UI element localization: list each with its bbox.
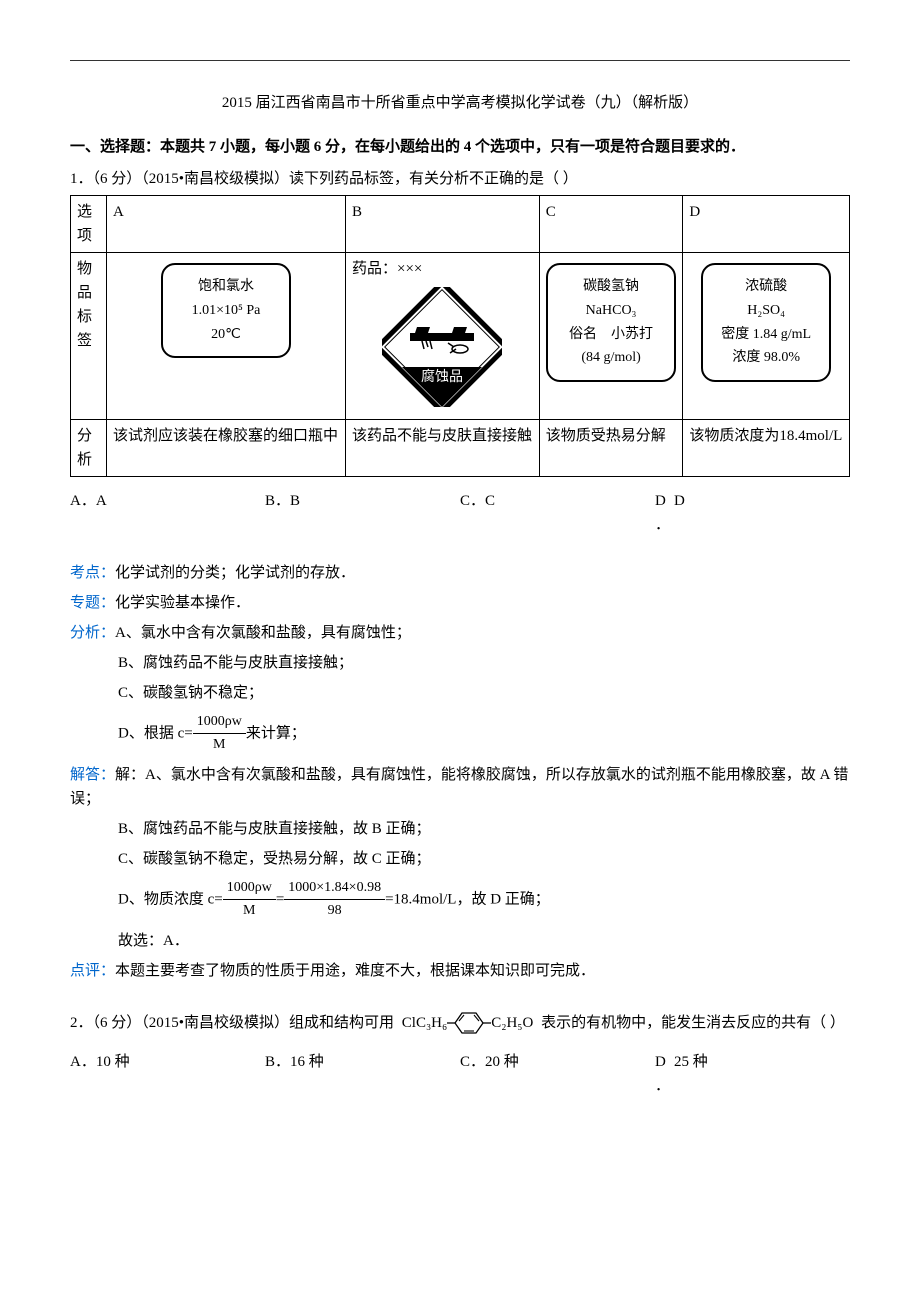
option-b: B．B	[265, 489, 460, 537]
option-a: A．10 种	[70, 1050, 265, 1098]
jieda-label: 解答：	[70, 767, 115, 783]
cell-label-c: 碳酸氢钠 NaHCO₃ 俗名 小苏打 (84 g/mol)	[539, 253, 683, 420]
option-d: D． D	[655, 489, 850, 537]
q2-stem: 2．（6 分）（2015•南昌校级模拟）组成和结构可用 ClC₃H₆C₂H₅O …	[70, 1007, 850, 1040]
cell-label-b: 药品：××× 腐蚀品	[345, 253, 539, 420]
cell-analysis: 该物质浓度为18.4mol/L	[683, 420, 850, 477]
option-d: D ． 25 种	[655, 1050, 850, 1098]
option-c: C．C	[460, 489, 655, 537]
option-c: C．20 种	[460, 1050, 655, 1098]
label-line: 20℃	[171, 323, 281, 347]
fenxi-d: D、根据 c=1000ρwM来计算；	[118, 711, 850, 757]
opt-d-letter: D	[655, 1054, 666, 1070]
frac-den: 98	[284, 900, 385, 922]
label-line: 俗名 小苏打	[556, 323, 666, 347]
dianping-label: 点评：	[70, 963, 115, 979]
q2-options: A．10 种 B．16 种 C．20 种 D ． 25 种	[70, 1050, 850, 1098]
frac-den: M	[193, 734, 246, 756]
dianping-row: 点评：本题主要考查了物质的性质于用途，难度不大，根据课本知识即可完成．	[70, 959, 850, 983]
label-line: 碳酸氢钠	[556, 275, 666, 299]
q1-stem: 1．（6 分）（2015•南昌校级模拟）读下列药品标签，有关分析不正确的是（ ）	[70, 167, 850, 191]
label-line: 1.01×10⁵ Pa	[171, 299, 281, 323]
label-b-top: 药品：×××	[352, 257, 533, 281]
fenxi-a: A、氯水中含有次氯酸和盐酸，具有腐蚀性；	[115, 625, 411, 641]
cell-rowhead: 分析	[71, 420, 107, 477]
opt-d-text: D	[674, 489, 685, 537]
structure-formula: ClC₃H₆ C₂H₅O	[402, 1007, 534, 1040]
kaodian-row: 考点：化学试剂的分类；化学试剂的存放．	[70, 561, 850, 585]
frac-den: M	[223, 900, 276, 922]
cell-analysis: 该试剂应该装在橡胶塞的细口瓶中	[107, 420, 346, 477]
cell-header: C	[539, 196, 683, 253]
cell-analysis: 该物质受热易分解	[539, 420, 683, 477]
jieda-d-pre: D、物质浓度 c=	[118, 891, 223, 907]
table-row: 分析 该试剂应该装在橡胶塞的细口瓶中 该药品不能与皮肤直接接触 该物质受热易分解…	[71, 420, 850, 477]
cell-header: 选项	[71, 196, 107, 253]
corrosive-icon: 腐蚀品	[382, 287, 502, 407]
section-1-header: 一、选择题：本题共 7 小题，每小题 6 分，在每小题给出的 4 个选项中，只有…	[70, 135, 850, 159]
fraction: 1000ρwM	[223, 877, 276, 923]
cell-label-a: 饱和氯水 1.01×10⁵ Pa 20℃	[107, 253, 346, 420]
label-line: (84 g/mol)	[556, 346, 666, 370]
table-row: 物品标签 饱和氯水 1.01×10⁵ Pa 20℃ 药品：×××	[71, 253, 850, 420]
left-group: ClC₃H₆	[402, 1015, 447, 1031]
fenxi-c: C、碳酸氢钠不稳定；	[118, 681, 850, 705]
right-group: C₂H₅O	[491, 1015, 533, 1031]
opt-d-text: 25 种	[674, 1050, 708, 1098]
jieda-a: 解：A、氯水中含有次氯酸和盐酸，具有腐蚀性，能将橡胶腐蚀，所以存放氯水的试剂瓶不…	[70, 767, 848, 807]
fraction: 1000ρwM	[193, 711, 246, 757]
label-line: H₂SO₄	[711, 299, 821, 323]
reagent-label-d: 浓硫酸 H₂SO₄ 密度 1.84 g/mL 浓度 98.0%	[701, 263, 831, 382]
jieda-d-post: =18.4mol/L，故 D 正确；	[385, 891, 550, 907]
kaodian-label: 考点：	[70, 565, 115, 581]
option-b: B．16 种	[265, 1050, 460, 1098]
corrosive-caption: 腐蚀品	[421, 368, 463, 385]
doc-title: 2015 届江西省南昌市十所省重点中学高考模拟化学试卷（九）（解析版）	[70, 91, 850, 115]
opt-d-letter: D	[655, 493, 666, 509]
label-line: 浓硫酸	[711, 275, 821, 299]
fenxi-d-post: 来计算；	[246, 725, 306, 741]
cell-label-d: 浓硫酸 H₂SO₄ 密度 1.84 g/mL 浓度 98.0%	[683, 253, 850, 420]
frac-num: 1000ρw	[223, 877, 276, 900]
q1-options: A．A B．B C．C D． D	[70, 489, 850, 537]
jieda-b: B、腐蚀药品不能与皮肤直接接触，故 B 正确；	[118, 817, 850, 841]
zhuanti-label: 专题：	[70, 595, 115, 611]
label-line: 浓度 98.0%	[711, 346, 821, 370]
frac-num: 1000×1.84×0.98	[284, 877, 385, 900]
fenxi-d-pre: D、根据 c=	[118, 725, 193, 741]
q2-pre: 2．（6 分）（2015•南昌校级模拟）组成和结构可用	[70, 1015, 398, 1031]
benzene-ring-icon	[447, 1008, 491, 1038]
dianping-text: 本题主要考查了物质的性质于用途，难度不大，根据课本知识即可完成．	[115, 963, 595, 979]
cell-header: B	[345, 196, 539, 253]
fraction: 1000×1.84×0.9898	[284, 877, 385, 923]
zhuanti-row: 专题：化学实验基本操作．	[70, 591, 850, 615]
reagent-label-c: 碳酸氢钠 NaHCO₃ 俗名 小苏打 (84 g/mol)	[546, 263, 676, 382]
opt-d-dot: ．	[655, 1078, 670, 1094]
jieda-c: C、碳酸氢钠不稳定，受热易分解，故 C 正确；	[118, 847, 850, 871]
jieda-final: 故选：A．	[118, 929, 850, 953]
cell-analysis: 该药品不能与皮肤直接接触	[345, 420, 539, 477]
q2-post: 表示的有机物中，能发生消去反应的共有（ ）	[537, 1015, 845, 1031]
jieda-row: 解答：解：A、氯水中含有次氯酸和盐酸，具有腐蚀性，能将橡胶腐蚀，所以存放氯水的试…	[70, 763, 850, 811]
cell-header: D	[683, 196, 850, 253]
cell-header: A	[107, 196, 346, 253]
zhuanti-text: 化学实验基本操作．	[115, 595, 250, 611]
option-a: A．A	[70, 489, 265, 537]
label-line: NaHCO₃	[556, 299, 666, 323]
label-line: 密度 1.84 g/mL	[711, 323, 821, 347]
frac-num: 1000ρw	[193, 711, 246, 734]
fenxi-label: 分析：	[70, 625, 115, 641]
jieda-d: D、物质浓度 c=1000ρwM=1000×1.84×0.9898=18.4mo…	[118, 877, 850, 923]
opt-d-dot: ．	[655, 517, 670, 533]
reagent-label-a: 饱和氯水 1.01×10⁵ Pa 20℃	[161, 263, 291, 358]
fenxi-b: B、腐蚀药品不能与皮肤直接接触；	[118, 651, 850, 675]
table-row: 选项 A B C D	[71, 196, 850, 253]
fenxi-row: 分析：A、氯水中含有次氯酸和盐酸，具有腐蚀性；	[70, 621, 850, 645]
jieda-d-eq: =	[276, 891, 284, 907]
q1-table: 选项 A B C D 物品标签 饱和氯水 1.01×10⁵ Pa 20℃ 药品：…	[70, 195, 850, 477]
top-rule	[70, 60, 850, 61]
label-line: 饱和氯水	[171, 275, 281, 299]
kaodian-text: 化学试剂的分类；化学试剂的存放．	[115, 565, 355, 581]
cell-rowhead: 物品标签	[71, 253, 107, 420]
